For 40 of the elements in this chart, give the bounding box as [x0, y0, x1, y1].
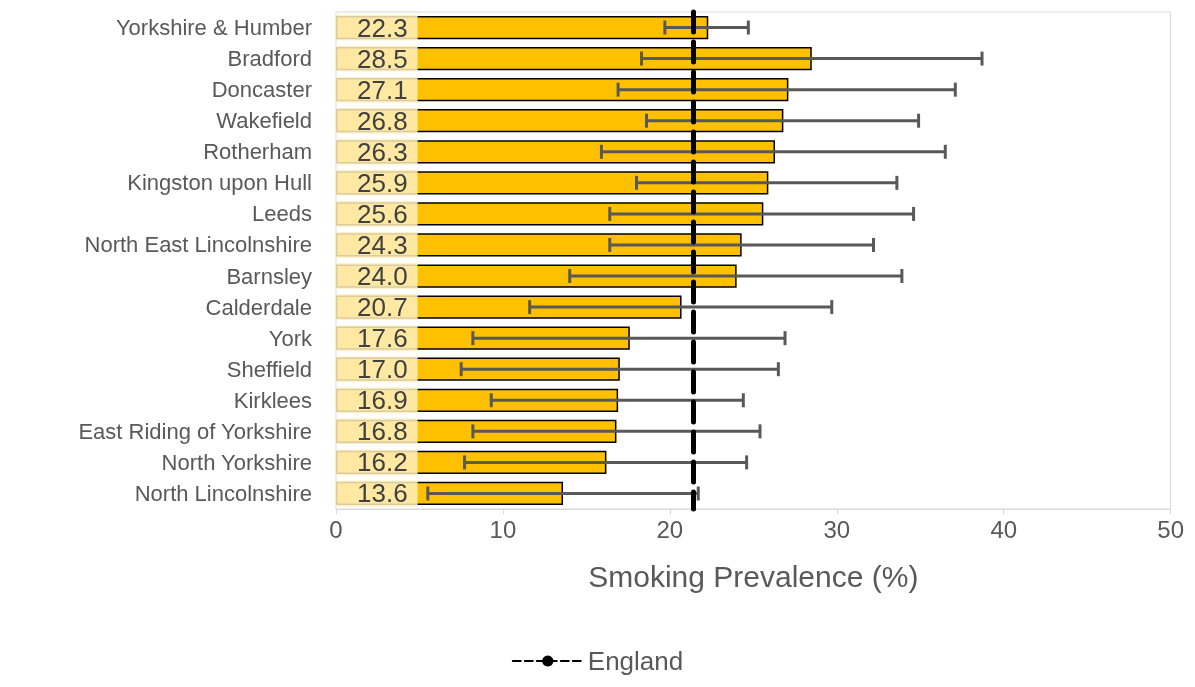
y-tick-label: East Riding of Yorkshire: [78, 418, 312, 444]
data-label: 20.7: [357, 292, 408, 323]
y-tick-label: Kingston upon Hull: [127, 170, 312, 196]
y-tick-label: Doncaster: [211, 77, 312, 103]
y-tick-label: York: [268, 325, 313, 351]
y-tick-label: Kirklees: [233, 387, 312, 413]
y-tick-label: North Lincolnshire: [134, 480, 312, 506]
x-tick-label: 20: [656, 515, 684, 543]
x-tick-label: 40: [990, 515, 1018, 543]
data-label: 26.3: [357, 136, 408, 167]
data-label: 24.0: [357, 261, 408, 292]
x-tick-label: 0: [329, 515, 343, 543]
data-label: 16.2: [357, 447, 408, 478]
y-tick-label: Rotherham: [203, 139, 312, 165]
x-tick-label: 50: [1157, 515, 1184, 543]
y-tick-label: Calderdale: [205, 294, 312, 320]
data-label: 28.5: [357, 43, 408, 74]
y-tick-label: Bradford: [227, 46, 312, 72]
y-tick-label: North Yorkshire: [161, 449, 312, 475]
x-tick-label: 30: [823, 515, 851, 543]
y-tick-label: Yorkshire & Humber: [115, 15, 312, 41]
data-label: 16.8: [357, 416, 408, 447]
data-label: 25.9: [357, 167, 408, 198]
y-tick-label: Wakefield: [216, 108, 312, 134]
data-label: 25.6: [357, 198, 408, 229]
data-label: 16.9: [357, 385, 408, 416]
data-label: 13.6: [357, 478, 408, 509]
data-label: 26.8: [357, 105, 408, 136]
data-label: 22.3: [357, 12, 408, 43]
x-tick-label: 10: [489, 515, 517, 543]
y-tick-label: Sheffield: [226, 356, 312, 382]
data-label: 24.3: [357, 229, 408, 260]
data-label: 17.6: [357, 323, 408, 354]
data-label: 17.0: [357, 354, 408, 385]
y-tick-label: Leeds: [252, 201, 312, 227]
x-axis-title: Smoking Prevalence (%): [588, 559, 919, 593]
data-label: 27.1: [357, 74, 408, 105]
y-tick-label: North East Lincolnshire: [84, 232, 312, 258]
legend-label: England: [587, 646, 684, 676]
y-tick-label: Barnsley: [226, 263, 312, 289]
